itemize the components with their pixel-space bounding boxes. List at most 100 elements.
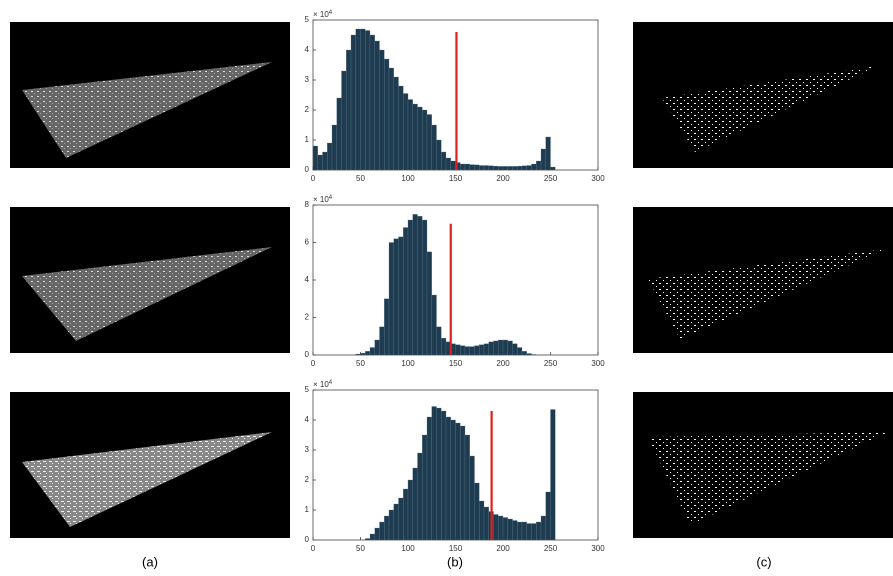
bar bbox=[540, 515, 546, 541]
bar bbox=[521, 521, 527, 541]
bar bbox=[464, 346, 470, 356]
bar bbox=[436, 326, 442, 356]
bar bbox=[526, 523, 532, 541]
y-scale-base: × 10 bbox=[313, 195, 329, 204]
bar bbox=[317, 154, 323, 171]
bar bbox=[341, 70, 347, 171]
image-content bbox=[22, 62, 272, 158]
bar bbox=[422, 219, 428, 356]
y-tick-label: 1 bbox=[305, 505, 310, 514]
bar bbox=[346, 49, 352, 171]
bar bbox=[350, 34, 356, 171]
y-tick-label: 4 bbox=[305, 275, 310, 284]
bar bbox=[479, 165, 485, 171]
bar bbox=[507, 166, 513, 171]
bar bbox=[460, 425, 466, 541]
x-tick-label: 50 bbox=[356, 544, 365, 553]
bar bbox=[512, 520, 518, 541]
bar bbox=[398, 85, 404, 171]
bar bbox=[388, 67, 394, 171]
bar bbox=[483, 165, 489, 171]
bar bbox=[536, 521, 542, 541]
bar bbox=[379, 49, 385, 171]
bar bbox=[521, 165, 527, 171]
bar bbox=[464, 163, 470, 171]
bar bbox=[474, 482, 480, 541]
x-tick-label: 0 bbox=[311, 359, 316, 368]
bar bbox=[450, 419, 456, 541]
bar bbox=[436, 407, 442, 541]
bar bbox=[517, 521, 523, 541]
bar bbox=[336, 97, 342, 171]
bar bbox=[474, 345, 480, 356]
bar bbox=[407, 219, 413, 356]
bar bbox=[531, 163, 537, 171]
bar bbox=[502, 517, 508, 541]
bar bbox=[331, 124, 337, 171]
bar bbox=[417, 452, 423, 541]
y-tick-label: 8 bbox=[305, 200, 310, 209]
bar bbox=[498, 339, 504, 356]
bar bbox=[479, 344, 485, 356]
bar bbox=[384, 58, 390, 171]
bar bbox=[498, 166, 504, 171]
bar bbox=[531, 354, 537, 356]
x-tick-label: 150 bbox=[449, 544, 463, 553]
bar bbox=[479, 500, 485, 541]
y-scale-label: × 104 bbox=[313, 380, 333, 390]
bar bbox=[374, 527, 380, 541]
bar bbox=[312, 145, 318, 171]
x-tick-label: 150 bbox=[449, 174, 463, 183]
caption: (a) bbox=[142, 554, 158, 569]
bar bbox=[436, 139, 442, 171]
bar bbox=[488, 341, 494, 356]
x-tick-label: 300 bbox=[591, 174, 605, 183]
y-tick-label: 0 bbox=[305, 350, 310, 359]
bar bbox=[431, 124, 437, 171]
image-content bbox=[648, 432, 888, 525]
bar bbox=[450, 160, 456, 171]
bar bbox=[517, 165, 523, 171]
bar bbox=[550, 166, 556, 171]
bar bbox=[379, 326, 385, 356]
bar bbox=[526, 353, 532, 356]
bar bbox=[526, 165, 532, 171]
x-tick-label: 0 bbox=[311, 544, 316, 553]
y-tick-label: 3 bbox=[305, 75, 310, 84]
bar bbox=[369, 34, 375, 171]
bar bbox=[464, 434, 470, 541]
bar bbox=[493, 340, 499, 356]
bar bbox=[550, 409, 556, 541]
bar bbox=[469, 164, 475, 171]
bar bbox=[474, 164, 480, 171]
bar bbox=[379, 521, 385, 541]
bar bbox=[412, 467, 418, 541]
y-scale-base: × 10 bbox=[313, 10, 329, 19]
x-tick-label: 200 bbox=[496, 544, 510, 553]
y-tick-label: 5 bbox=[305, 385, 310, 394]
y-scale-label: × 104 bbox=[313, 195, 333, 205]
bar bbox=[441, 410, 447, 541]
bar bbox=[431, 294, 437, 356]
bar bbox=[412, 214, 418, 356]
bar bbox=[426, 114, 432, 171]
bar bbox=[403, 227, 409, 356]
bar bbox=[388, 242, 394, 356]
y-tick-label: 4 bbox=[305, 415, 310, 424]
bar bbox=[469, 455, 475, 541]
x-tick-label: 300 bbox=[591, 544, 605, 553]
bar bbox=[369, 347, 375, 356]
bar bbox=[502, 166, 508, 171]
bar bbox=[441, 151, 447, 171]
x-tick-label: 250 bbox=[544, 174, 558, 183]
bar bbox=[493, 514, 499, 541]
bar bbox=[417, 216, 423, 356]
x-tick-label: 200 bbox=[496, 174, 510, 183]
y-tick-label: 1 bbox=[305, 135, 310, 144]
x-tick-label: 50 bbox=[356, 359, 365, 368]
bar bbox=[426, 416, 432, 541]
bar bbox=[493, 165, 499, 171]
x-tick-label: 100 bbox=[401, 174, 415, 183]
y-scale-exponent: 4 bbox=[329, 195, 333, 201]
